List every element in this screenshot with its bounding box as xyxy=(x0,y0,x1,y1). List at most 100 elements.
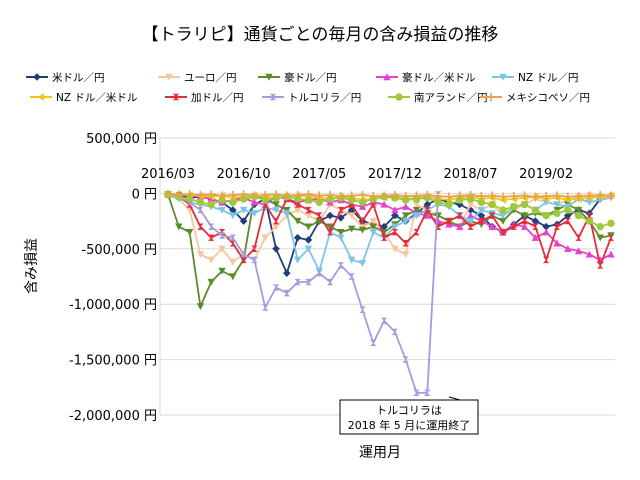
data-point xyxy=(337,234,345,242)
data-point xyxy=(553,201,561,209)
data-point xyxy=(379,191,389,200)
data-point xyxy=(563,211,572,220)
y-tick-label: -2,000,000 円 xyxy=(69,409,157,424)
data-point xyxy=(370,201,377,208)
annotation: トルコリラは 2018 年 5 月に運用終了 xyxy=(339,396,479,435)
data-point xyxy=(218,245,226,253)
data-point xyxy=(348,273,355,280)
data-point xyxy=(359,217,366,225)
data-point xyxy=(395,93,403,101)
data-point xyxy=(293,256,302,264)
data-point xyxy=(412,212,421,220)
data-point xyxy=(585,191,594,200)
data-point xyxy=(337,228,345,236)
legend-label: NZ ドル／米ドル xyxy=(56,91,137,104)
data-point xyxy=(412,191,421,200)
data-point xyxy=(196,303,205,311)
legend-item: 豪ドル／円 xyxy=(258,71,337,84)
data-point xyxy=(574,206,583,214)
data-point xyxy=(304,236,313,244)
y-tick-label: -500,000 円 xyxy=(81,243,157,258)
data-point xyxy=(402,217,410,225)
data-point xyxy=(293,233,302,242)
legend-label: 米ドル／円 xyxy=(52,71,105,84)
data-point xyxy=(466,211,475,219)
data-point xyxy=(369,191,378,201)
data-point xyxy=(218,206,226,214)
annotation-line-1: トルコリラは xyxy=(376,404,442,417)
data-point xyxy=(531,217,540,225)
data-point xyxy=(293,217,302,225)
data-point xyxy=(272,223,280,231)
data-point xyxy=(466,190,475,200)
data-point xyxy=(261,234,269,242)
data-point xyxy=(521,217,528,225)
legend-label: 南アランド／円 xyxy=(414,91,488,104)
series-lines xyxy=(163,189,616,397)
data-point xyxy=(358,202,367,210)
data-point xyxy=(272,201,280,209)
legend-item: NZ ドル／円 xyxy=(492,72,578,84)
x-axis-ticks: 2016/03 2016/10 2017/05 2017/12 2018/07 2019/… xyxy=(141,167,573,182)
data-point xyxy=(596,234,604,242)
data-point xyxy=(262,304,269,311)
data-point xyxy=(304,245,313,253)
data-point xyxy=(208,223,215,230)
data-point xyxy=(391,206,399,214)
data-point xyxy=(466,206,475,214)
data-point xyxy=(585,250,594,258)
data-point xyxy=(283,210,291,218)
data-point xyxy=(402,202,410,210)
data-point xyxy=(218,232,226,239)
data-point xyxy=(229,273,237,281)
data-point xyxy=(486,92,496,102)
data-point xyxy=(293,206,302,214)
data-point xyxy=(269,93,277,101)
legend-item: メキシコペソ／円 xyxy=(480,92,590,104)
data-point xyxy=(434,223,442,230)
data-point xyxy=(499,212,507,220)
data-point xyxy=(498,192,508,201)
data-point xyxy=(564,206,572,214)
data-point xyxy=(336,191,346,201)
data-point xyxy=(444,192,454,201)
data-point xyxy=(304,212,313,220)
legend-label: ユーロ／円 xyxy=(184,72,237,84)
data-point xyxy=(229,234,237,241)
data-point xyxy=(196,190,205,200)
data-point xyxy=(304,223,313,231)
data-point xyxy=(456,222,464,230)
data-point xyxy=(185,190,194,199)
data-point xyxy=(553,239,561,247)
data-point xyxy=(574,191,583,201)
data-point xyxy=(358,190,367,200)
data-point xyxy=(606,191,616,200)
data-point xyxy=(239,195,248,203)
y-tick-label: 500,000 円 xyxy=(86,132,157,147)
data-point xyxy=(390,190,400,200)
data-point xyxy=(174,190,184,199)
legend-label: トルコリラ／円 xyxy=(288,92,361,104)
data-point xyxy=(412,201,421,209)
data-point xyxy=(595,190,605,200)
data-point xyxy=(607,219,615,228)
data-point xyxy=(369,228,377,236)
legend-label: メキシコペソ／円 xyxy=(506,92,590,104)
data-point xyxy=(520,191,529,200)
legend-label: NZ ドル／円 xyxy=(518,72,578,84)
data-point xyxy=(542,222,550,231)
data-point xyxy=(207,256,215,264)
data-point xyxy=(251,245,258,252)
data-point xyxy=(325,190,335,200)
annotation-line-2: 2018 年 5 月に運用終了 xyxy=(348,418,470,432)
legend-item: NZ ドル／米ドル xyxy=(30,91,137,104)
annotation-box xyxy=(339,399,479,435)
data-point xyxy=(423,190,432,200)
data-point xyxy=(272,217,280,225)
data-point xyxy=(520,222,529,230)
data-point xyxy=(196,251,205,259)
data-point xyxy=(271,190,281,199)
data-point xyxy=(218,196,226,204)
data-point xyxy=(316,212,323,219)
data-point xyxy=(401,191,410,201)
